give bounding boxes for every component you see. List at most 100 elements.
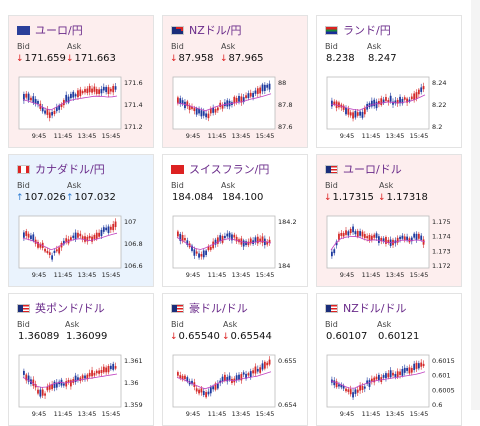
card-header[interactable]: カナダドル/円 <box>17 162 105 176</box>
candle-body <box>333 101 336 105</box>
candle-body <box>333 380 336 386</box>
currency-pair-name[interactable]: 英ポンド/ドル <box>35 302 105 315</box>
currency-pair-name[interactable]: NZドル/円 <box>189 24 242 37</box>
ask-label: Ask <box>67 181 82 190</box>
currency-pair-name[interactable]: ランド/円 <box>343 24 391 37</box>
intraday-candlestick-chart[interactable]: 107 106.8 106.6 9:45 11:45 13:45 15:45 <box>17 214 147 282</box>
intraday-candlestick-chart[interactable]: 88 87.8 87.6 9:45 11:45 13:45 15:45 <box>171 75 301 143</box>
candle-body <box>401 235 404 239</box>
candle-body <box>48 252 51 255</box>
candle-body <box>186 240 189 245</box>
rate-card-aud-usd[interactable]: 豪ドル/ドル Bid Ask ↓0.65540 ↓0.65544 0.655 0.… <box>162 293 308 426</box>
intraday-candlestick-chart[interactable]: 8.24 8.22 8.2 9:45 11:45 13:45 15:45 <box>325 75 455 143</box>
intraday-candlestick-chart[interactable]: 184.2 184 9:45 11:45 13:45 15:45 <box>171 214 301 282</box>
candle-body <box>32 379 35 386</box>
candle-body <box>240 374 243 381</box>
candle-body <box>209 108 212 114</box>
rate-card-gbp-usd[interactable]: 英ポンド/ドル Bid Ask 1.36089 1.36099 1.361 1.3… <box>8 293 154 426</box>
card-header[interactable]: NZドル/円 <box>171 23 241 37</box>
candle-body <box>177 372 179 376</box>
candle-body <box>53 111 56 115</box>
x-tick-label: 11:45 <box>208 132 227 140</box>
card-header[interactable]: ユーロ/円 <box>17 23 83 37</box>
candle-body <box>51 111 53 116</box>
intraday-candlestick-chart[interactable]: 1.361 1.36 1.359 9:45 11:45 13:45 15:45 <box>17 353 147 421</box>
candle-body <box>342 105 345 110</box>
candle-body <box>81 236 84 239</box>
y-tick-label: 0.6015 <box>432 357 455 365</box>
candle-body <box>399 96 401 104</box>
x-tick-label: 11:45 <box>208 271 227 279</box>
candle-body <box>34 99 37 104</box>
up-arrow-icon: ↑ <box>16 193 24 203</box>
candle-body <box>95 232 98 239</box>
candle-body <box>242 240 245 247</box>
candle-body <box>41 389 44 396</box>
rate-card-eur-jpy[interactable]: ユーロ/円 Bid Ask ↓171.659 ↓171.663 171.6 171… <box>8 15 154 148</box>
x-tick-label: 15:45 <box>102 132 121 140</box>
candle-body <box>214 383 217 390</box>
candle-body <box>88 85 91 93</box>
candle-body <box>114 86 117 90</box>
x-tick-label: 11:45 <box>362 271 381 279</box>
card-header[interactable]: スイスフラン/円 <box>171 162 269 176</box>
card-header[interactable]: ランド/円 <box>325 23 391 37</box>
ask-value: 0.60121 <box>377 331 419 342</box>
ask-value-text: 8.247 <box>368 53 397 64</box>
candle-body <box>200 253 203 257</box>
intraday-candlestick-chart[interactable]: 171.6 171.4 171.2 9:45 11:45 13:45 15:45 <box>17 75 147 143</box>
rate-card-nzd-jpy[interactable]: NZドル/円 Bid Ask ↓87.958 ↓87.965 88 87.8 87.… <box>162 15 308 148</box>
candle-body <box>27 233 30 238</box>
candle-body <box>378 236 380 243</box>
candle-body <box>209 246 212 250</box>
currency-pair-name[interactable]: NZドル/ドル <box>343 302 407 315</box>
bid-value-text: 1.17315 <box>332 192 374 203</box>
candle-body <box>245 95 247 99</box>
intraday-candlestick-chart[interactable]: 0.6015 0.601 0.6005 0.6 9:45 11:45 13:45 15:45 <box>325 353 455 421</box>
candle-body <box>238 374 240 380</box>
candle-body <box>373 99 376 107</box>
rate-card-cad-jpy[interactable]: カナダドル/円 Bid Ask ↑107.026 ↑107.032 107 106… <box>8 154 154 287</box>
candle-body <box>268 83 271 90</box>
x-tick-label: 13:45 <box>386 132 405 140</box>
candle-body <box>112 363 115 370</box>
currency-pair-name[interactable]: ユーロ/円 <box>35 24 83 37</box>
currency-pair-name[interactable]: スイスフラン/円 <box>189 163 270 176</box>
rate-card-eur-usd[interactable]: ユーロ/ドル Bid Ask ↓1.17315 ↓1.17318 1.175 1.… <box>316 154 462 287</box>
rate-card-chf-jpy[interactable]: スイスフラン/円 Bid Ask 184.084 184.100 184.2 18… <box>162 154 308 287</box>
rate-card-zar-jpy[interactable]: ランド/円 Bid Ask 8.238 8.247 8.24 8.22 8.2 9:4… <box>316 15 462 148</box>
intraday-candlestick-chart[interactable]: 0.655 0.654 9:45 11:45 13:45 15:45 <box>171 353 301 421</box>
candle-body <box>212 241 215 249</box>
candle-body <box>77 90 79 98</box>
card-header[interactable]: NZドル/ドル <box>325 301 406 315</box>
currency-pair-name[interactable]: カナダドル/円 <box>35 163 105 176</box>
candle-body <box>266 241 269 245</box>
card-header[interactable]: 豪ドル/ドル <box>171 301 248 315</box>
candle-body <box>349 112 352 116</box>
currency-pair-name[interactable]: 豪ドル/ドル <box>189 302 248 315</box>
candle-body <box>345 388 347 392</box>
candle-body <box>224 235 226 239</box>
rate-card-nzd-usd[interactable]: NZドル/ドル Bid Ask 0.60107 0.60121 0.6015 0.… <box>316 293 462 426</box>
currency-pair-name[interactable]: ユーロ/ドル <box>343 163 402 176</box>
candle-body <box>403 236 406 241</box>
intraday-candlestick-chart[interactable]: 1.175 1.174 1.173 1.172 9:45 11:45 13:45 15:45 <box>325 214 455 282</box>
candle-body <box>266 362 269 366</box>
candle-body <box>417 233 420 239</box>
candle-body <box>30 235 32 240</box>
candle-body <box>205 392 207 398</box>
card-header[interactable]: ユーロ/ドル <box>325 162 402 176</box>
candle-body <box>70 237 72 240</box>
candle-body <box>25 93 28 98</box>
ca-flag-icon <box>17 164 30 174</box>
ask-value-text: 87.965 <box>228 53 264 64</box>
card-header[interactable]: 英ポンド/ドル <box>17 301 105 315</box>
candle-body <box>422 86 425 90</box>
ask-label: Ask <box>67 42 82 51</box>
candle-body <box>58 105 61 110</box>
candle-body <box>256 88 259 94</box>
bid-value: ↓1.17315 <box>324 192 374 203</box>
candle-body <box>394 373 397 377</box>
candle-body <box>392 372 394 376</box>
candle-body <box>177 231 179 237</box>
